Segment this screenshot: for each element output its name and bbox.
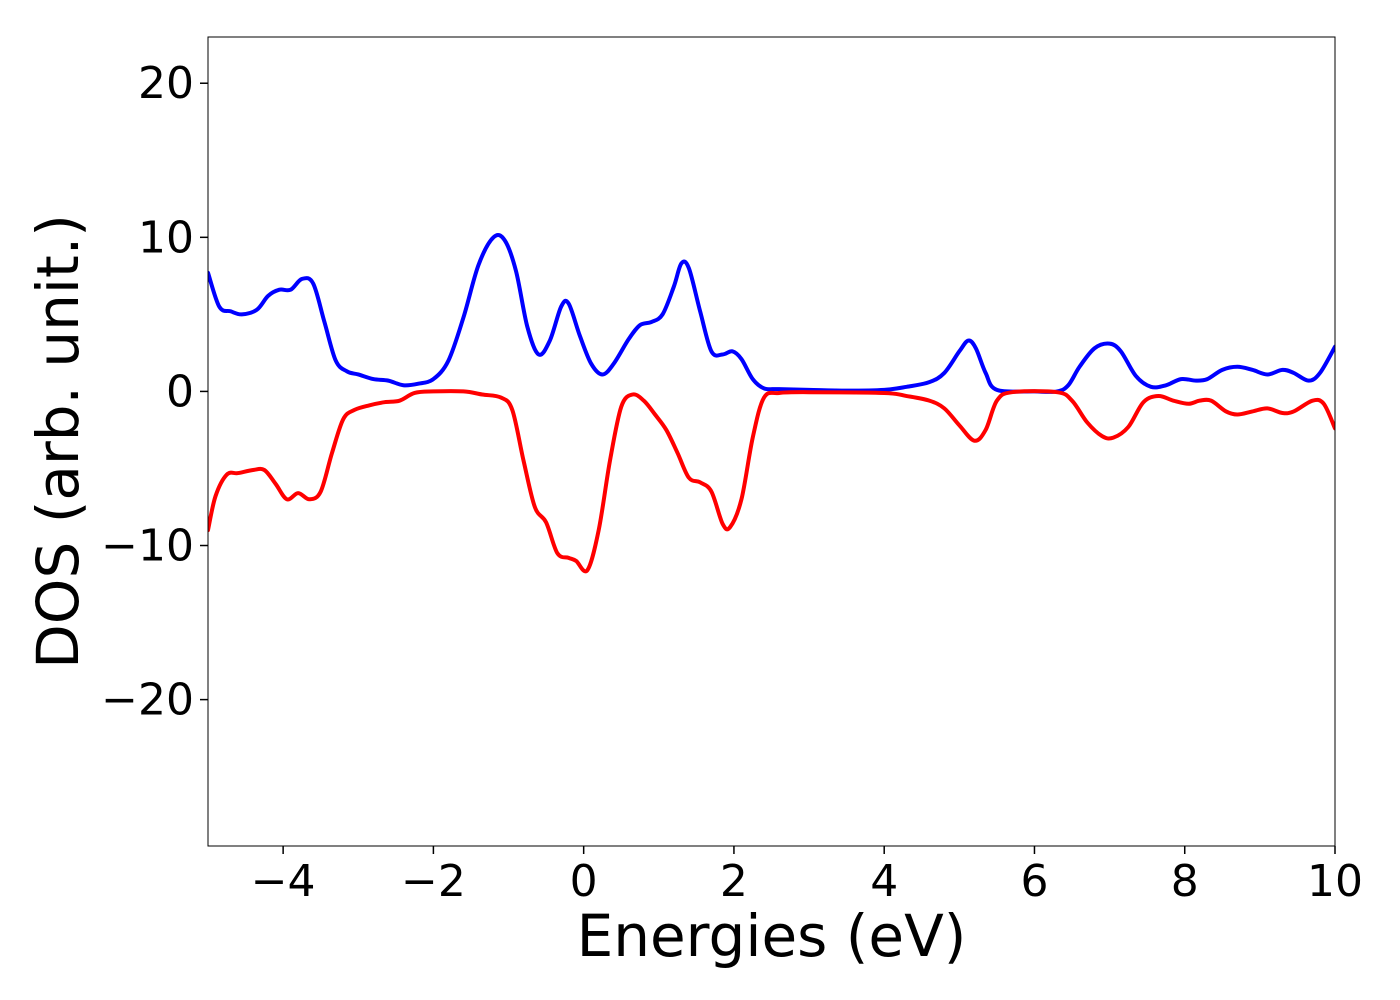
x-tick-label: 4: [870, 856, 898, 907]
x-tick-label: −2: [401, 856, 466, 907]
x-tick-label: 2: [720, 856, 748, 907]
y-tick-label: −20: [101, 675, 194, 726]
x-axis-title: Energies (eV): [577, 902, 967, 970]
y-tick-label: 20: [138, 58, 194, 109]
series-line-blue: [208, 233, 1335, 394]
y-tick-label: −10: [101, 521, 194, 572]
x-tick-label: −4: [251, 856, 316, 907]
y-tick-label: 10: [138, 212, 194, 263]
y-tick-label: 0: [166, 366, 194, 417]
x-tick-label: 8: [1171, 856, 1199, 907]
x-tick-label: 6: [1020, 856, 1048, 907]
x-tick-label: 0: [570, 856, 598, 907]
x-axis: −4 −2 0 2 4 6 8 10: [251, 846, 1363, 907]
y-axis: 20 10 0 −10 −20: [101, 58, 208, 726]
series-layer: [208, 233, 1335, 574]
y-axis-title: DOS (arb. unit.): [24, 214, 92, 669]
series-line-red: [208, 389, 1335, 574]
x-tick-label: 10: [1307, 856, 1363, 907]
plot-frame: [207, 36, 1336, 847]
